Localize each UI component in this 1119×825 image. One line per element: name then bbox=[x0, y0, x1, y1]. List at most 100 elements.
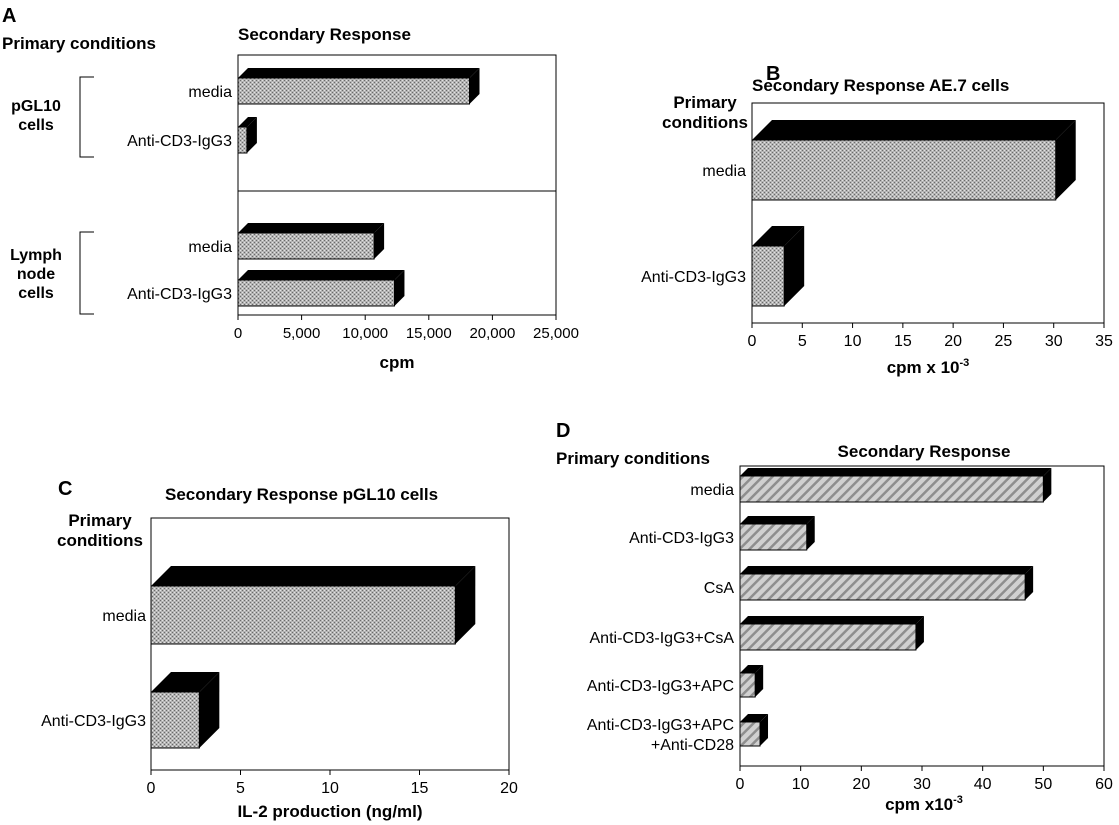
panel-a-group-2-line-1: Lymph bbox=[10, 247, 62, 264]
panel-b-bar-front bbox=[751, 139, 1057, 201]
panel-a-x-ticks: 0 5,000 10,000 15,000 20,000 25,000 bbox=[234, 315, 579, 342]
panel-b-x-ticks: 0 5 10 15 20 25 30 35 bbox=[748, 323, 1113, 350]
panel-b-primary-header-line-1: Primary bbox=[673, 93, 737, 112]
panel-a-bars bbox=[237, 68, 480, 307]
panel-a-bar-side bbox=[374, 223, 385, 259]
panel-c-primary-header-line-1: Primary bbox=[68, 511, 132, 530]
panel-a-group-2-line-3: cells bbox=[18, 285, 54, 302]
panel-b-x-tick-label: 10 bbox=[844, 333, 862, 350]
panel-a-bar-front bbox=[237, 126, 248, 154]
panel-b-x-tick-label: 5 bbox=[798, 333, 807, 350]
panel-a: A Primary conditions Secondary Response … bbox=[2, 5, 579, 372]
panel-a-x-tick-label: 25,000 bbox=[533, 325, 579, 342]
panel-b-bar bbox=[751, 226, 805, 307]
panel-c-bar-top bbox=[151, 566, 476, 586]
panel-d-x-tick-label: 30 bbox=[913, 776, 931, 793]
panel-d-letter: D bbox=[556, 420, 570, 442]
panel-d-bars bbox=[739, 468, 1052, 747]
panel-c-bar-side bbox=[455, 566, 476, 644]
panel-c-primary-header-line-2: conditions bbox=[57, 531, 143, 550]
panel-d-x-tick-label: 50 bbox=[1034, 776, 1052, 793]
panel-a-bar-side bbox=[394, 270, 405, 306]
panel-d-bar-side bbox=[915, 616, 924, 650]
panel-c-bar-front bbox=[150, 585, 456, 645]
panel-a-bar-front bbox=[237, 279, 395, 307]
panel-b-bar-front bbox=[751, 245, 785, 307]
panel-b-x-label: cpm x 10-3 bbox=[887, 357, 970, 377]
panel-a-category-label: media bbox=[188, 84, 232, 101]
panel-b-category-label: media bbox=[702, 163, 746, 180]
panel-c-x-tick-label: 20 bbox=[500, 780, 518, 797]
panel-d-bar bbox=[739, 516, 815, 551]
panel-d-category-label: Anti-CD3-IgG3+APC bbox=[587, 717, 734, 734]
panel-a-bar bbox=[237, 223, 385, 260]
panel-c-bar-side bbox=[199, 672, 220, 748]
panel-a-group-bracket-1 bbox=[79, 76, 94, 158]
panel-b-bar bbox=[751, 120, 1076, 201]
panel-d-category-labels: media Anti-CD3-IgG3 CsA Anti-CD3-IgG3+CsA An… bbox=[587, 482, 734, 754]
panel-c-x-tick-label: 5 bbox=[236, 780, 245, 797]
panel-b-plot-frame bbox=[751, 102, 1105, 324]
panel-b-bars bbox=[751, 120, 1076, 307]
panel-b-bar-top bbox=[752, 226, 805, 246]
panel-a-bar-side bbox=[469, 68, 480, 104]
panel-a-plot-frame bbox=[237, 54, 557, 316]
panel-c-bar-top bbox=[151, 672, 220, 692]
panel-d-bar-front bbox=[739, 573, 1026, 601]
panel-d-bar-side bbox=[806, 516, 815, 550]
panel-a-group-2-line-2: node bbox=[17, 266, 55, 283]
panel-d-x-ticks: 0 10 20 30 40 50 60 bbox=[736, 766, 1113, 793]
panel-a-bar bbox=[237, 270, 405, 307]
panel-d-x-label: cpm x10-3 bbox=[885, 794, 963, 814]
panel-a-x-tick-label: 5,000 bbox=[283, 325, 321, 342]
panel-d: D Primary conditions Secondary Response … bbox=[556, 420, 1113, 814]
panel-d-x-tick-label: 0 bbox=[736, 776, 745, 793]
panel-d-x-tick-label: 40 bbox=[974, 776, 992, 793]
panel-a-x-tick-label: 15,000 bbox=[406, 325, 452, 342]
panel-a-bar-front bbox=[237, 77, 471, 105]
panel-a-bar-top bbox=[238, 68, 480, 78]
panel-c-bars bbox=[150, 566, 476, 749]
panel-a-x-tick-label: 0 bbox=[234, 325, 242, 342]
panel-d-bar-top bbox=[740, 468, 1052, 476]
panel-d-bar-front bbox=[739, 523, 808, 551]
panel-c-title: Secondary Response pGL10 cells bbox=[165, 485, 438, 504]
panel-d-bar-top bbox=[740, 665, 764, 673]
panel-c-category-label: Anti-CD3-IgG3 bbox=[41, 713, 146, 730]
panel-c: C Secondary Response pGL10 cells Primary… bbox=[41, 478, 518, 821]
panel-d-bar-side bbox=[760, 714, 769, 746]
panel-c-category-label: media bbox=[102, 608, 146, 625]
panel-d-x-tick-label: 60 bbox=[1095, 776, 1113, 793]
panel-d-category-label: Anti-CD3-IgG3+CsA bbox=[590, 630, 735, 647]
panel-d-category-label: Anti-CD3-IgG3 bbox=[629, 530, 734, 547]
panel-a-primary-header: Primary conditions bbox=[2, 34, 156, 53]
panel-d-bar bbox=[739, 616, 924, 651]
panel-c-letter: C bbox=[58, 478, 72, 500]
panel-d-category-label: +Anti-CD28 bbox=[651, 737, 734, 754]
panel-a-category-label: Anti-CD3-IgG3 bbox=[127, 133, 232, 150]
panel-c-bar-front bbox=[150, 691, 200, 749]
panel-c-x-tick-label: 0 bbox=[147, 780, 156, 797]
panel-d-bar-top bbox=[740, 516, 815, 524]
panel-d-bar bbox=[739, 714, 769, 747]
panel-d-bar-top bbox=[740, 566, 1034, 574]
panel-a-x-tick-label: 20,000 bbox=[469, 325, 515, 342]
panel-c-x-label: IL-2 production (ng/ml) bbox=[237, 802, 422, 821]
panel-d-bar-front bbox=[739, 623, 917, 651]
panel-c-bar bbox=[150, 566, 476, 645]
panel-a-x-tick-label: 10,000 bbox=[342, 325, 388, 342]
panel-d-x-tick-label: 10 bbox=[792, 776, 810, 793]
panel-d-bar bbox=[739, 566, 1034, 601]
panel-a-category-label: media bbox=[188, 239, 232, 256]
panel-d-bar-front bbox=[739, 721, 761, 747]
panel-c-category-labels: media Anti-CD3-IgG3 bbox=[41, 608, 146, 730]
panel-b-x-tick-label: 15 bbox=[894, 333, 912, 350]
panel-a-group-1-line-1: pGL10 bbox=[11, 98, 61, 115]
panel-a-bar-top bbox=[238, 117, 257, 127]
panel-b-bar-side bbox=[1055, 120, 1076, 200]
panel-a-letter: A bbox=[2, 5, 16, 27]
panel-a-bar-side bbox=[246, 117, 257, 153]
panel-d-title: Secondary Response bbox=[838, 442, 1011, 461]
panel-a-title: Secondary Response bbox=[238, 25, 411, 44]
